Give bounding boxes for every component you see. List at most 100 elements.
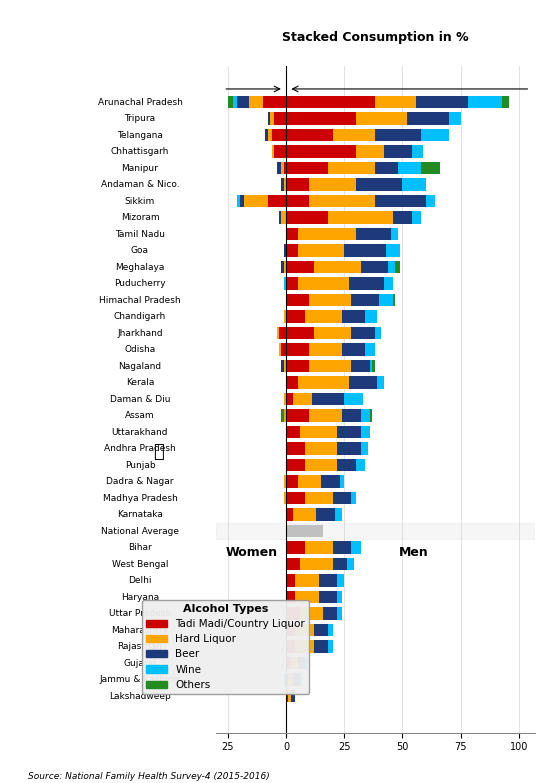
Bar: [398, 162, 421, 175]
Bar: [314, 640, 328, 653]
Bar: [216, 523, 535, 539]
Bar: [344, 393, 363, 406]
Bar: [298, 475, 321, 488]
Bar: [412, 211, 421, 224]
Bar: [342, 310, 365, 323]
Bar: [282, 211, 286, 224]
Bar: [386, 244, 400, 257]
Text: Source: National Family Health Survey-4 (2015-2016): Source: National Family Health Survey-4 …: [28, 772, 270, 781]
Bar: [284, 261, 286, 273]
Bar: [286, 525, 295, 537]
Text: Men: Men: [399, 546, 429, 559]
Bar: [503, 96, 509, 108]
Bar: [449, 113, 460, 124]
Bar: [286, 426, 300, 438]
Bar: [286, 261, 314, 273]
Bar: [286, 377, 298, 389]
Bar: [295, 640, 314, 653]
Bar: [286, 96, 375, 108]
Bar: [344, 244, 386, 257]
Bar: [384, 277, 393, 290]
Bar: [375, 96, 416, 108]
Bar: [375, 327, 382, 339]
Bar: [361, 261, 388, 273]
Bar: [384, 146, 412, 158]
Bar: [351, 360, 370, 373]
Bar: [286, 673, 288, 686]
Bar: [286, 492, 305, 504]
Bar: [286, 211, 328, 224]
Bar: [318, 591, 337, 604]
Bar: [286, 624, 295, 637]
Bar: [309, 195, 375, 207]
Bar: [333, 492, 351, 504]
Bar: [328, 624, 333, 637]
Bar: [305, 459, 337, 471]
Bar: [328, 640, 333, 653]
Bar: [288, 690, 291, 702]
Bar: [300, 426, 337, 438]
Bar: [284, 360, 286, 373]
Bar: [337, 426, 361, 438]
Bar: [237, 96, 249, 108]
Bar: [295, 525, 309, 537]
Bar: [286, 442, 305, 455]
Bar: [286, 277, 298, 290]
Bar: [284, 475, 286, 488]
Bar: [421, 162, 439, 175]
Bar: [314, 624, 328, 637]
Bar: [228, 96, 233, 108]
Bar: [286, 129, 333, 142]
Bar: [379, 294, 393, 306]
Bar: [270, 113, 274, 124]
Bar: [267, 195, 286, 207]
Bar: [312, 393, 344, 406]
Bar: [286, 162, 328, 175]
Bar: [272, 129, 286, 142]
Bar: [274, 146, 286, 158]
Bar: [286, 228, 298, 240]
Bar: [356, 179, 403, 191]
Bar: [314, 261, 361, 273]
Bar: [237, 195, 240, 207]
Bar: [356, 228, 391, 240]
Bar: [391, 228, 398, 240]
Bar: [300, 608, 323, 620]
Bar: [263, 96, 286, 108]
Bar: [295, 591, 318, 604]
Bar: [342, 410, 361, 422]
Bar: [300, 673, 302, 686]
Bar: [284, 179, 286, 191]
Bar: [286, 459, 305, 471]
Bar: [349, 377, 377, 389]
Bar: [351, 294, 379, 306]
Bar: [240, 195, 244, 207]
Bar: [323, 608, 337, 620]
Bar: [356, 146, 384, 158]
Bar: [356, 113, 407, 124]
Bar: [291, 690, 295, 702]
Bar: [375, 162, 398, 175]
Bar: [328, 211, 393, 224]
Bar: [395, 261, 400, 273]
Bar: [286, 179, 309, 191]
Bar: [249, 96, 263, 108]
Bar: [282, 410, 284, 422]
Bar: [375, 195, 426, 207]
Bar: [468, 96, 503, 108]
Bar: [286, 244, 298, 257]
Bar: [375, 129, 421, 142]
Bar: [403, 179, 426, 191]
Bar: [286, 327, 314, 339]
Bar: [335, 508, 342, 521]
Bar: [286, 310, 305, 323]
Bar: [365, 344, 375, 355]
Bar: [333, 558, 346, 570]
Bar: [282, 179, 284, 191]
Bar: [291, 657, 298, 669]
Bar: [321, 475, 339, 488]
Bar: [286, 608, 300, 620]
Bar: [337, 575, 344, 586]
Bar: [286, 575, 295, 586]
Bar: [305, 492, 333, 504]
